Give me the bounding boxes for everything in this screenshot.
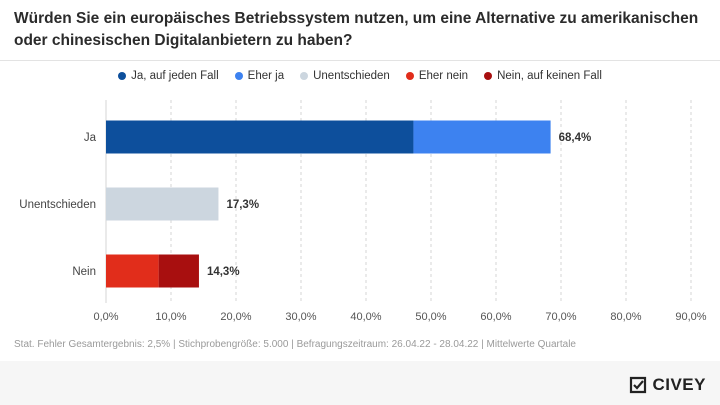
legend-label: Unentschieden — [313, 70, 390, 82]
legend-label: Eher nein — [418, 70, 469, 82]
bar-segment — [106, 187, 219, 221]
bar-segment — [413, 120, 551, 154]
legend-swatch — [234, 72, 243, 80]
x-tick-label: 60,0% — [480, 311, 511, 323]
bar-segment — [106, 120, 414, 154]
x-tick-label: 20,0% — [220, 311, 251, 323]
category-label: Unentschieden — [19, 199, 96, 211]
data-label: 14,3% — [207, 266, 240, 278]
x-tick-label: 90,0% — [675, 311, 706, 323]
chart-legend: Ja, auf jeden Fall Eher ja Unentschieden Eh… — [0, 70, 720, 82]
x-tick-label: 70,0% — [545, 311, 576, 323]
legend-item: Eher ja — [234, 70, 285, 82]
x-tick-label: 0,0% — [93, 311, 118, 323]
bar-segment — [158, 254, 199, 288]
brand-logo[interactable]: CIVEY — [628, 375, 706, 395]
legend-swatch — [484, 72, 493, 80]
x-tick-label: 10,0% — [155, 311, 186, 323]
category-label: Ja — [84, 132, 97, 144]
chart-title: Würden Sie ein europäisches Betriebssyst… — [14, 10, 699, 49]
legend-item: Unentschieden — [300, 70, 390, 82]
legend-item: Eher nein — [405, 70, 469, 82]
legend-swatch — [405, 72, 414, 80]
legend-item: Nein, auf keinen Fall — [484, 70, 602, 82]
chart-footnote: Stat. Fehler Gesamtergebnis: 2,5% | Stic… — [14, 339, 576, 350]
x-tick-label: 50,0% — [415, 311, 446, 323]
bar-chart: 0,0% 10,0% 20,0% 30,0% 40,0% 50,0% 60,0% 70,0% 8… — [19, 100, 707, 323]
x-tick-label: 80,0% — [610, 311, 641, 323]
legend-item: Ja, auf jeden Fall — [118, 70, 219, 82]
data-label: 68,4% — [559, 132, 592, 144]
legend-label: Eher ja — [247, 70, 285, 82]
footer-bar — [0, 361, 720, 405]
bar-segment — [106, 254, 159, 288]
brand-name: CIVEY — [652, 375, 706, 394]
legend-label: Nein, auf keinen Fall — [497, 70, 602, 82]
x-tick-label: 30,0% — [285, 311, 316, 323]
title-divider — [0, 60, 720, 61]
x-tick-label: 40,0% — [350, 311, 381, 323]
category-label: Nein — [72, 266, 96, 278]
data-label: 17,3% — [226, 199, 259, 211]
legend-swatch — [118, 72, 127, 80]
civey-logo-icon — [630, 376, 647, 394]
legend-label: Ja, auf jeden Fall — [131, 70, 219, 82]
legend-swatch — [300, 72, 309, 80]
